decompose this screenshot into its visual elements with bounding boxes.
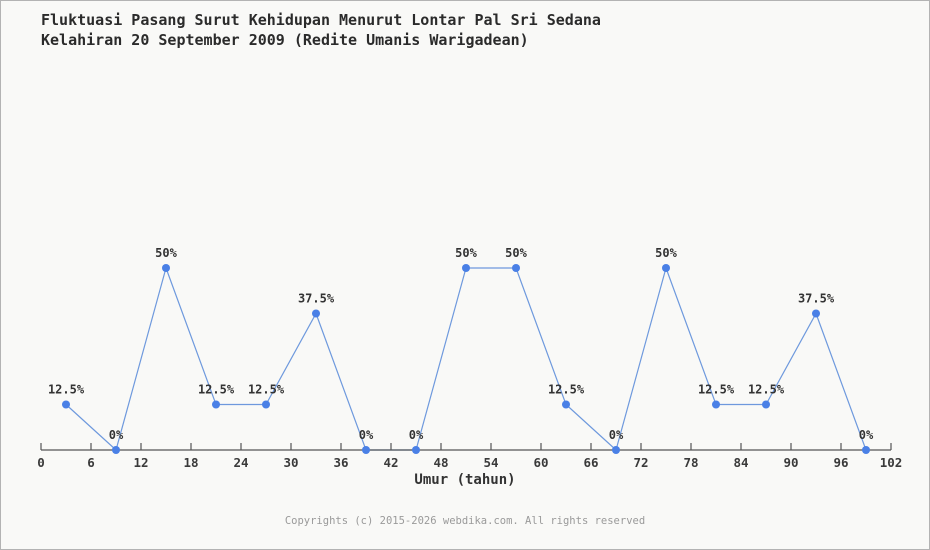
data-point xyxy=(712,400,720,409)
data-point xyxy=(812,309,820,318)
x-axis-tick-label: 18 xyxy=(183,455,198,470)
x-axis-tick-label: 84 xyxy=(733,455,748,470)
data-point xyxy=(112,446,120,454)
x-axis-tick-label: 48 xyxy=(433,455,448,470)
data-point xyxy=(262,400,270,409)
data-point xyxy=(762,400,770,409)
x-axis-tick-label: 12 xyxy=(133,455,148,470)
data-point-label: 0% xyxy=(609,428,624,442)
data-point xyxy=(612,446,620,454)
x-axis-tick-label: 6 xyxy=(87,455,95,470)
data-point xyxy=(462,264,470,272)
x-axis-tick-label: 36 xyxy=(333,455,348,470)
x-axis-tick-label: 78 xyxy=(683,455,698,470)
x-axis-tick-label: 42 xyxy=(383,455,398,470)
chart-title: Fluktuasi Pasang Surut Kehidupan Menurut… xyxy=(41,10,601,50)
data-point-label: 12.5% xyxy=(198,383,235,397)
x-axis-tick-label: 102 xyxy=(880,455,903,470)
x-axis-tick-label: 24 xyxy=(233,455,248,470)
x-axis-tick-label: 0 xyxy=(37,455,45,470)
data-point-label: 37.5% xyxy=(298,292,335,306)
data-point-label: 12.5% xyxy=(548,383,585,397)
data-point-label: 0% xyxy=(409,428,424,442)
data-point xyxy=(162,264,170,272)
data-point-label: 12.5% xyxy=(248,383,285,397)
data-point xyxy=(512,264,520,272)
x-axis-tick-label: 60 xyxy=(533,455,548,470)
x-axis-title: Umur (tahun) xyxy=(414,472,516,488)
data-point xyxy=(662,264,670,272)
data-point-label: 12.5% xyxy=(748,383,785,397)
data-point xyxy=(362,446,370,454)
data-point-label: 0% xyxy=(359,428,374,442)
data-point xyxy=(212,400,220,409)
data-point-label: 50% xyxy=(505,246,527,260)
data-point xyxy=(412,446,420,454)
line-series xyxy=(65,266,867,452)
data-point-label: 0% xyxy=(109,428,124,442)
data-point xyxy=(312,309,320,318)
data-point-label: 50% xyxy=(155,246,177,260)
data-point-label: 37.5% xyxy=(798,292,835,306)
x-axis-tick-label: 72 xyxy=(633,455,648,470)
data-point-label: 12.5% xyxy=(698,383,735,397)
data-point xyxy=(562,400,570,409)
data-point-label: 50% xyxy=(455,246,477,260)
x-axis-tick-label: 66 xyxy=(583,455,598,470)
x-axis-tick-label: 54 xyxy=(483,455,498,470)
data-point-label: 50% xyxy=(655,246,677,260)
chart-title-line-1: Fluktuasi Pasang Surut Kehidupan Menurut… xyxy=(41,11,601,29)
data-point-label: 12.5% xyxy=(48,383,85,397)
chart-title-line-2: Kelahiran 20 September 2009 (Redite Uman… xyxy=(41,31,529,49)
x-axis-tick-label: 30 xyxy=(283,455,298,470)
copyright-text: Copyrights (c) 2015-2026 webdika.com. Al… xyxy=(284,515,646,527)
data-point xyxy=(862,446,870,454)
x-axis-tick-label: 90 xyxy=(783,455,798,470)
x-axis-tick-label: 96 xyxy=(833,455,848,470)
data-point-label: 0% xyxy=(859,428,874,442)
data-point xyxy=(62,400,70,409)
